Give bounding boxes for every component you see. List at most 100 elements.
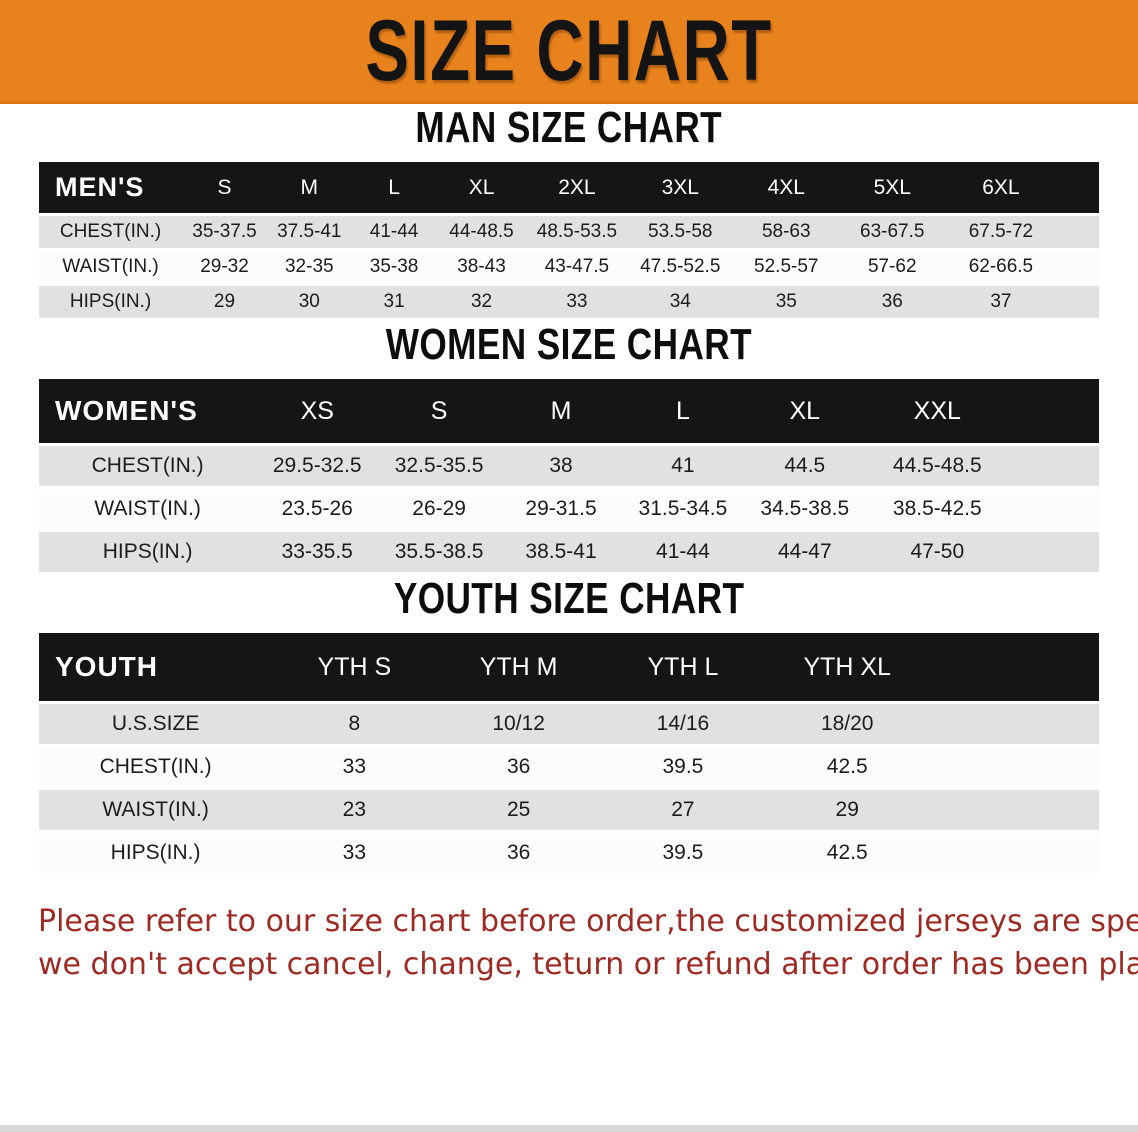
- size-column-header: XL: [436, 162, 527, 213]
- row-filler: [929, 790, 1099, 830]
- size-column-header: L: [351, 162, 437, 213]
- size-value: 47-50: [865, 532, 1009, 572]
- size-value: 44.5-48.5: [865, 446, 1009, 486]
- size-value: 41-44: [621, 532, 744, 572]
- size-value: 48.5-53.5: [526, 216, 628, 248]
- measure-label: HIPS(IN.): [39, 532, 257, 572]
- size-value: 58-63: [733, 216, 840, 248]
- row-filler: [929, 747, 1099, 787]
- size-value: 29: [182, 286, 267, 318]
- measure-label: WAIST(IN.): [39, 790, 273, 830]
- size-value: 53.5-58: [627, 216, 734, 248]
- banner-title: SIZE CHART: [365, 2, 773, 99]
- womens-size-table-container: WOMEN'S XS S M L XL XXL CHEST(IN.) 29.5-32.5 32.5…: [39, 376, 1099, 575]
- size-value: 32: [436, 286, 527, 318]
- size-column-header: L: [621, 379, 744, 443]
- size-column-header: M: [500, 379, 622, 443]
- table-row: CHEST(IN.) 33 36 39.5 42.5: [39, 747, 1099, 787]
- size-value: 29: [765, 790, 930, 830]
- size-value: 44-48.5: [436, 216, 527, 248]
- size-value: 42.5: [765, 833, 930, 873]
- size-value: 34: [627, 286, 734, 318]
- man-size-chart-heading-text: MAN SIZE CHART: [415, 103, 723, 152]
- table-row: CHEST(IN.) 29.5-32.5 32.5-35.5 38 41 44.5 44.5…: [39, 446, 1099, 486]
- size-value: 35-37.5: [182, 216, 267, 248]
- table-row: WAIST(IN.) 23 25 27 29: [39, 790, 1099, 830]
- header-filler: [1008, 379, 1099, 443]
- table-row: HIPS(IN.) 33-35.5 35.5-38.5 38.5-41 41-44 44-…: [39, 532, 1099, 572]
- size-value: 10/12: [436, 704, 601, 744]
- size-column-header: YTH L: [600, 633, 766, 701]
- womens-size-table: WOMEN'S XS S M L XL XXL CHEST(IN.) 29.5-32.5 32.5…: [39, 376, 1099, 575]
- size-value: 57-62: [839, 251, 946, 283]
- size-column-header: 6XL: [945, 162, 1057, 213]
- size-value: 31.5-34.5: [621, 489, 744, 529]
- youth-size-chart-heading-text: YOUTH SIZE CHART: [393, 574, 745, 623]
- size-value: 39.5: [600, 747, 766, 787]
- size-column-header: YTH M: [436, 633, 601, 701]
- table-title: MEN'S: [39, 162, 183, 213]
- size-column-header: S: [182, 162, 267, 213]
- measure-label: CHEST(IN.): [39, 216, 183, 248]
- size-column-header: XL: [743, 379, 866, 443]
- mens-size-table: MEN'S S M L XL 2XL 3XL 4XL 5XL 6XL CHEST(IN.) 35-37…: [39, 159, 1099, 321]
- size-value: 36: [436, 747, 601, 787]
- size-value: 31: [351, 286, 437, 318]
- size-value: 8: [272, 704, 437, 744]
- youth-size-table: YOUTH YTH S YTH M YTH L YTH XL U.S.SIZE 8 10/12…: [39, 630, 1099, 876]
- size-value: 38: [500, 446, 622, 486]
- man-size-chart-heading: MAN SIZE CHART: [0, 104, 1138, 159]
- table-title: YOUTH: [39, 633, 273, 701]
- women-size-chart-heading-text: WOMEN SIZE CHART: [385, 320, 753, 369]
- mens-size-table-container: MEN'S S M L XL 2XL 3XL 4XL 5XL 6XL CHEST(IN.) 35-37…: [39, 159, 1099, 321]
- size-value: 44-47: [743, 532, 866, 572]
- size-value: 41-44: [351, 216, 437, 248]
- size-value: 42.5: [765, 747, 930, 787]
- youth-size-table-container: YOUTH YTH S YTH M YTH L YTH XL U.S.SIZE 8 10/12…: [39, 630, 1099, 876]
- disclaimer-line-1: Please refer to our size chart before or…: [38, 904, 1138, 939]
- size-column-header: 4XL: [733, 162, 840, 213]
- size-value: 37: [945, 286, 1057, 318]
- size-value: 30: [266, 286, 352, 318]
- size-value: 37.5-41: [266, 216, 352, 248]
- row-filler: [1056, 251, 1099, 283]
- size-value: 33: [272, 747, 437, 787]
- size-value: 43-47.5: [526, 251, 628, 283]
- size-column-header: 5XL: [839, 162, 946, 213]
- table-row: WAIST(IN.) 29-32 32-35 35-38 38-43 43-47.5 47.…: [39, 251, 1099, 283]
- table-title: WOMEN'S: [39, 379, 257, 443]
- row-filler: [1056, 216, 1099, 248]
- size-value: 39.5: [600, 833, 766, 873]
- size-column-header: M: [266, 162, 352, 213]
- size-value: 62-66.5: [945, 251, 1057, 283]
- size-value: 14/16: [600, 704, 766, 744]
- size-value: 33: [272, 833, 437, 873]
- size-chart-banner: SIZE CHART: [0, 0, 1138, 104]
- bottom-edge-strip: [0, 1125, 1138, 1132]
- measure-label: HIPS(IN.): [39, 286, 183, 318]
- row-filler: [1008, 532, 1099, 572]
- youth-size-chart-heading: YOUTH SIZE CHART: [0, 575, 1138, 630]
- size-value: 35-38: [351, 251, 437, 283]
- size-value: 63-67.5: [839, 216, 946, 248]
- size-value: 38.5-41: [500, 532, 622, 572]
- size-value: 29-31.5: [500, 489, 622, 529]
- size-value: 47.5-52.5: [627, 251, 734, 283]
- size-value: 35: [733, 286, 840, 318]
- size-value: 52.5-57: [733, 251, 840, 283]
- table-header-row: MEN'S S M L XL 2XL 3XL 4XL 5XL 6XL: [39, 162, 1099, 213]
- measure-label: CHEST(IN.): [39, 446, 257, 486]
- size-column-header: 2XL: [526, 162, 628, 213]
- table-header-row: YOUTH YTH S YTH M YTH L YTH XL: [39, 633, 1099, 701]
- size-value: 67.5-72: [945, 216, 1057, 248]
- row-filler: [929, 833, 1099, 873]
- size-value: 26-29: [378, 489, 501, 529]
- disclaimer-line-2: we don't accept cancel, change, teturn o…: [38, 946, 1138, 982]
- size-value: 29.5-32.5: [256, 446, 379, 486]
- size-value: 36: [839, 286, 946, 318]
- size-value: 27: [600, 790, 766, 830]
- row-filler: [1008, 446, 1099, 486]
- size-column-header: YTH S: [272, 633, 437, 701]
- row-filler: [1008, 489, 1099, 529]
- size-value: 33-35.5: [256, 532, 379, 572]
